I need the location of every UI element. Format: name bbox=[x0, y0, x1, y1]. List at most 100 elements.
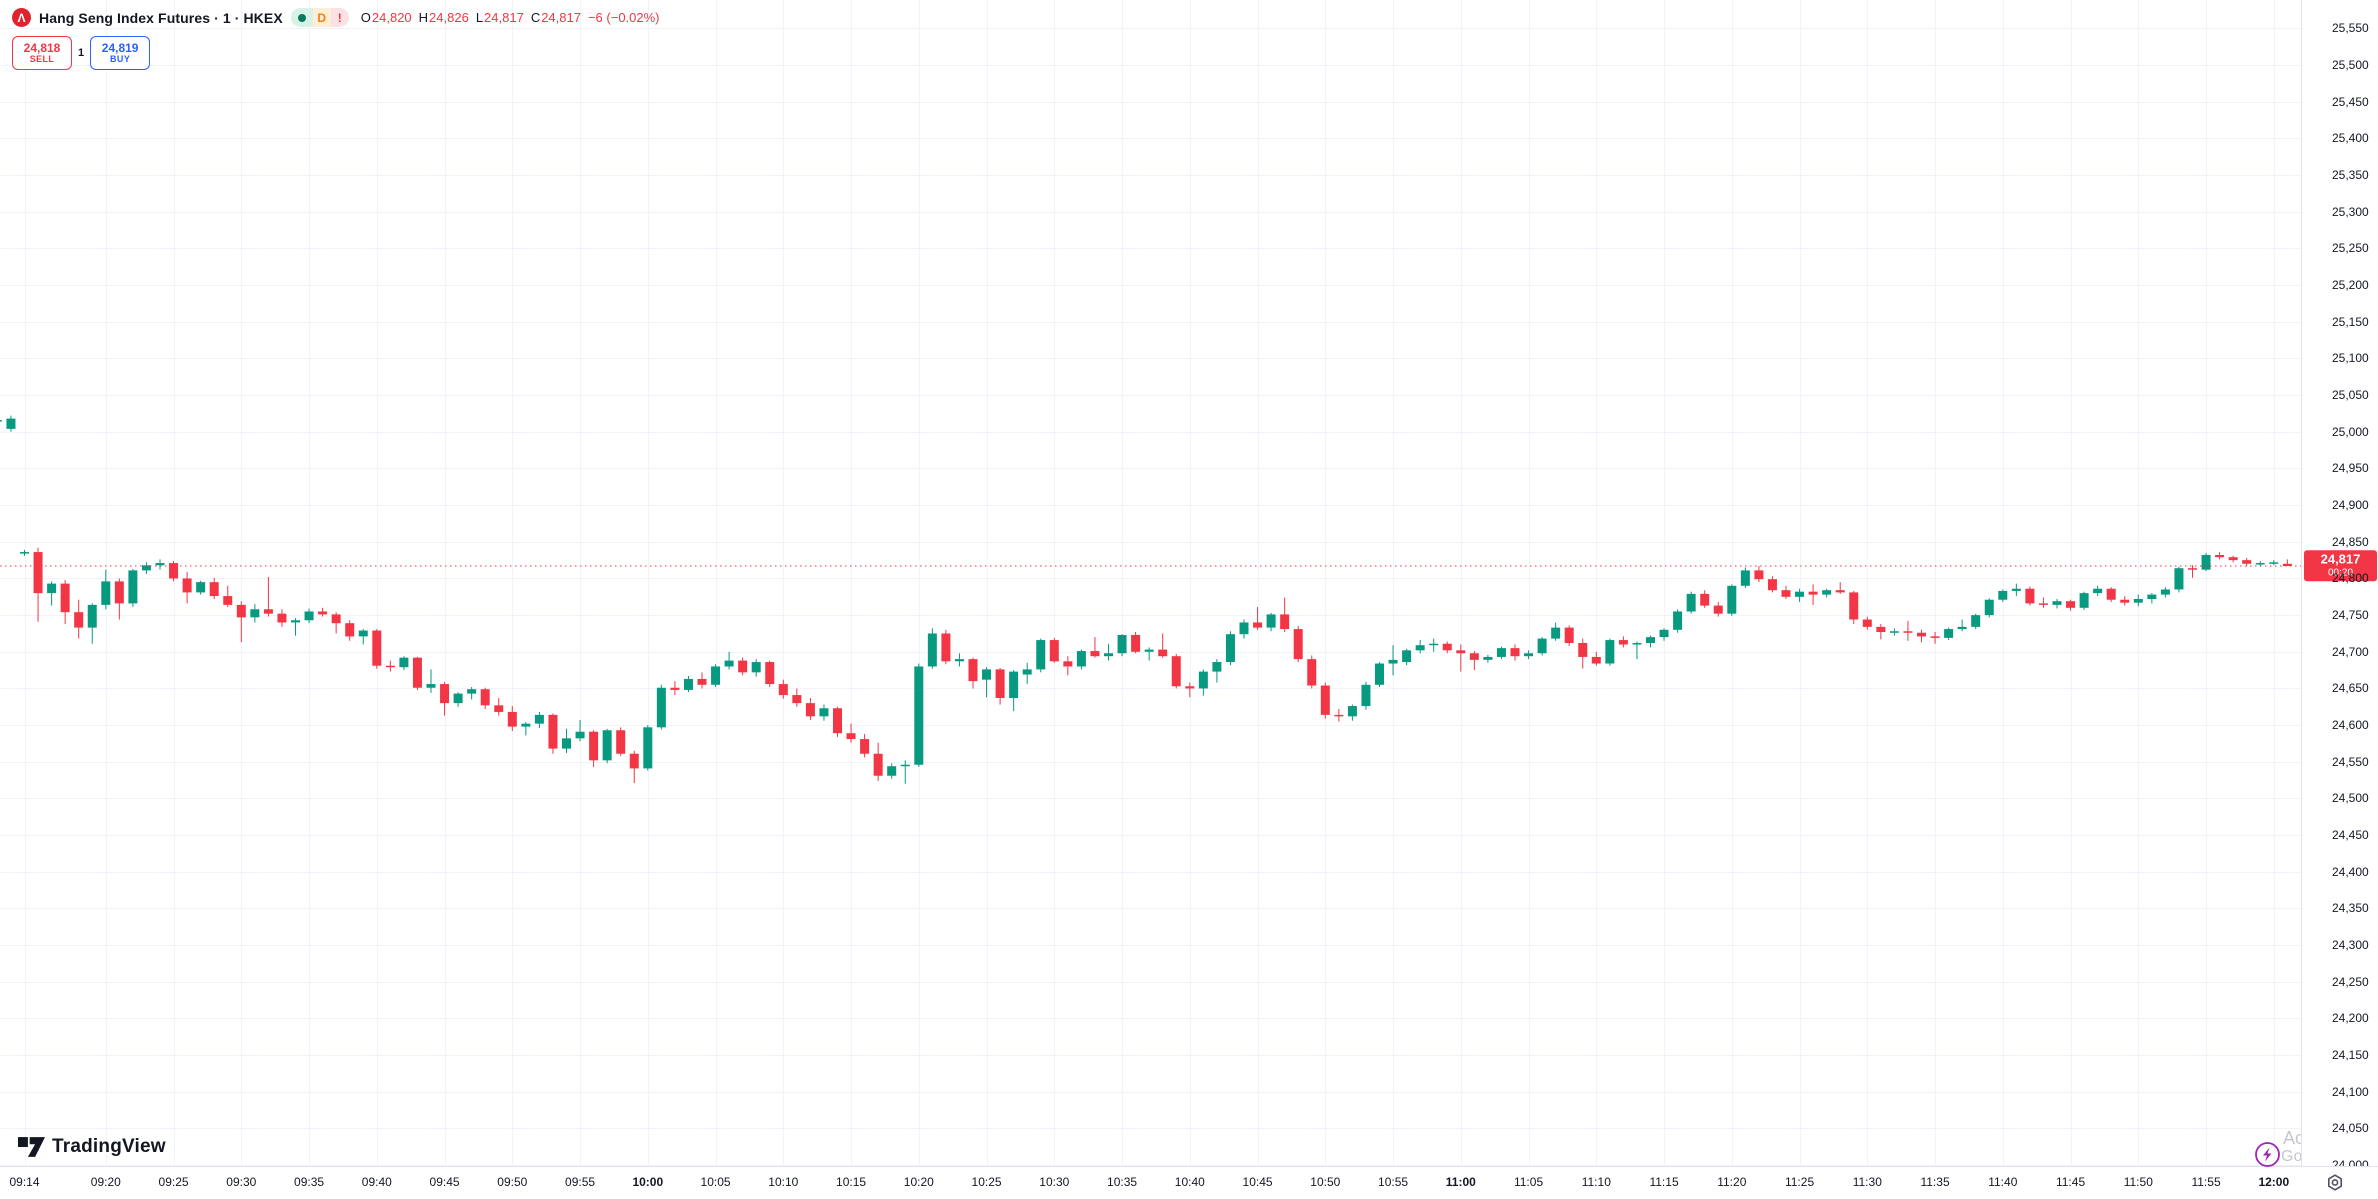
sell-button[interactable]: 24,818 SELL bbox=[12, 36, 72, 70]
candle bbox=[1971, 613, 1981, 630]
candle bbox=[1917, 629, 1926, 643]
notifications-badge[interactable]: D bbox=[312, 8, 331, 27]
candle bbox=[860, 733, 870, 758]
candle-body bbox=[968, 659, 978, 682]
alert-badge[interactable]: ! bbox=[330, 8, 349, 27]
time-axis[interactable]: 09:14 09:20 09:25 09:30 09:35 09:40 09:45 09:50… bbox=[0, 1166, 2378, 1199]
candle-body bbox=[2242, 560, 2252, 564]
price-tick-label: 24,650 bbox=[2332, 681, 2369, 696]
candle bbox=[1076, 649, 1086, 670]
candle-body bbox=[656, 687, 666, 728]
candle-body bbox=[47, 583, 57, 594]
candle bbox=[263, 576, 273, 617]
candle-body bbox=[1388, 659, 1398, 664]
candle-body bbox=[345, 623, 355, 637]
candle-body bbox=[982, 669, 992, 680]
candle bbox=[20, 549, 29, 556]
candle-body bbox=[833, 708, 842, 734]
time-tick-label: 10:35 bbox=[1107, 1175, 1138, 1189]
candle bbox=[1551, 622, 1561, 641]
candle-body bbox=[602, 730, 612, 761]
candle-body bbox=[2093, 588, 2103, 594]
candle bbox=[426, 669, 436, 693]
candle-body bbox=[2201, 555, 2211, 570]
price-axis[interactable]: 24,817 00:20 25,550 25,500 25,450 25,400 25,… bbox=[2301, 0, 2378, 1172]
time-tick-label: 09:50 bbox=[497, 1175, 528, 1189]
candle-body bbox=[1551, 627, 1561, 639]
candle bbox=[1903, 620, 1913, 641]
candle bbox=[1795, 588, 1805, 602]
candle-body bbox=[1104, 653, 1113, 657]
candle-body bbox=[1361, 684, 1371, 707]
candle bbox=[250, 604, 260, 623]
candle bbox=[1415, 640, 1425, 654]
candle-body bbox=[1917, 632, 1926, 637]
candle bbox=[399, 656, 409, 671]
candle-body bbox=[263, 609, 273, 614]
time-tick-label: 11:10 bbox=[1581, 1175, 1611, 1189]
candle bbox=[318, 607, 328, 617]
candle-body bbox=[1713, 605, 1723, 614]
high-value: 24,826 bbox=[429, 10, 469, 25]
candle-body bbox=[1063, 661, 1073, 667]
candle-body bbox=[2011, 588, 2021, 591]
axis-settings-gear-icon[interactable] bbox=[2324, 1172, 2346, 1194]
time-tick-label: 10:20 bbox=[903, 1175, 934, 1189]
candle bbox=[128, 568, 138, 608]
price-tick-label: 24,550 bbox=[2332, 754, 2369, 769]
instant-order-lightning-icon[interactable] bbox=[2254, 1141, 2281, 1168]
candle-body bbox=[670, 687, 680, 690]
candle-body bbox=[358, 630, 368, 637]
price-tick-label: 25,500 bbox=[2332, 58, 2369, 73]
market-status-pill[interactable]: D ! bbox=[290, 8, 349, 27]
candle-body bbox=[1198, 671, 1208, 689]
candle-body bbox=[1578, 642, 1588, 657]
candle-body bbox=[927, 633, 937, 667]
market-open-dot-icon bbox=[290, 8, 313, 27]
candle-body bbox=[2215, 555, 2225, 558]
candle-body bbox=[453, 693, 463, 704]
candle-body bbox=[1984, 599, 1994, 616]
candle bbox=[101, 569, 111, 610]
symbol-title[interactable]: Hang Seng Index Futures · 1 · HKEX bbox=[39, 9, 283, 26]
candle bbox=[1673, 609, 1683, 633]
candle bbox=[1009, 670, 1019, 712]
candle-body bbox=[209, 582, 219, 597]
price-tick-label: 24,500 bbox=[2332, 791, 2369, 806]
candle-body bbox=[1022, 669, 1032, 675]
candle-body bbox=[1009, 671, 1019, 698]
candle-body bbox=[2188, 568, 2197, 570]
candle bbox=[1930, 631, 1940, 644]
candle bbox=[2093, 585, 2103, 597]
tradingview-logo[interactable]: TradingView bbox=[18, 1136, 166, 1158]
chart-pane[interactable] bbox=[0, 0, 2301, 1166]
candle bbox=[87, 603, 97, 644]
candle-body bbox=[277, 613, 287, 623]
price-tick-label: 25,350 bbox=[2332, 168, 2369, 183]
candle-body bbox=[1944, 629, 1954, 638]
candle bbox=[548, 713, 558, 754]
candle bbox=[927, 628, 937, 669]
candle-body bbox=[1239, 622, 1249, 635]
candle bbox=[453, 692, 463, 707]
candle-body bbox=[1686, 593, 1696, 612]
candle bbox=[1320, 682, 1330, 719]
candle-body bbox=[1483, 656, 1493, 660]
candle bbox=[1984, 598, 1994, 618]
candle-body bbox=[954, 659, 964, 662]
buy-button[interactable]: 24,819 BUY bbox=[90, 36, 151, 70]
candle-body bbox=[1591, 656, 1601, 664]
time-tick-label: 11:30 bbox=[1852, 1175, 1882, 1189]
candle bbox=[1944, 627, 1954, 641]
candle bbox=[291, 618, 300, 636]
candle-body bbox=[711, 666, 721, 685]
candle bbox=[1822, 588, 1832, 598]
candle bbox=[1253, 607, 1263, 630]
tradingview-logo-text: TradingView bbox=[52, 1136, 166, 1157]
price-tick-label: 24,250 bbox=[2332, 974, 2369, 989]
candle bbox=[1375, 662, 1384, 687]
candle-body bbox=[250, 609, 260, 618]
candle-body bbox=[236, 604, 246, 618]
candle-body bbox=[1347, 706, 1357, 717]
candle-body bbox=[2228, 557, 2238, 561]
